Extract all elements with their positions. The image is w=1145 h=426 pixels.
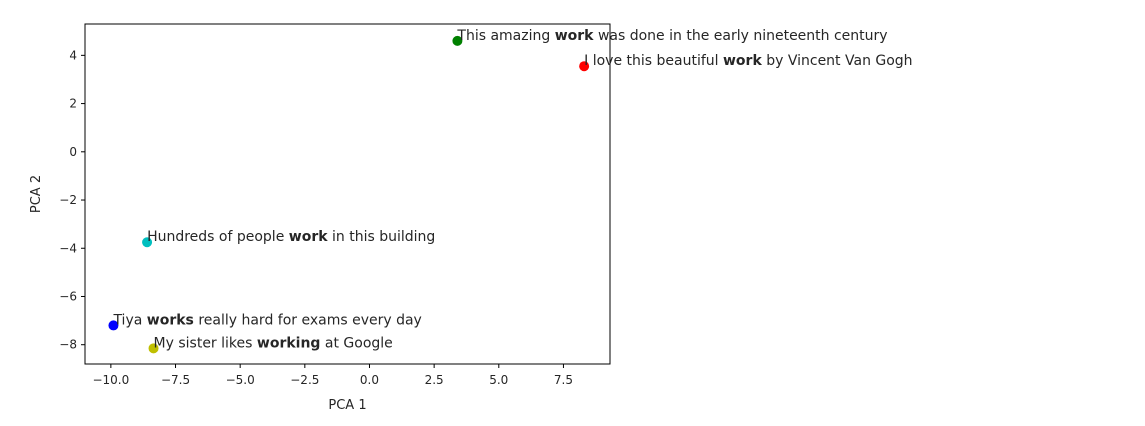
annotation-keyword: work: [555, 28, 594, 44]
chart-marks: [108, 35, 590, 354]
x-axis: −10.0 −7.5 −5.0 −2.5 0.0 2.5 5.0 7.5: [92, 364, 573, 387]
annotation-text: in this building: [328, 229, 436, 245]
y-tick-label: 0: [69, 145, 77, 159]
annotation-text: by Vincent Van Gogh: [762, 53, 913, 69]
x-tick-label: −2.5: [290, 373, 319, 387]
y-axis: 4 2 0 −2 −4 −6 −8: [59, 48, 85, 352]
annotation-text: really hard for exams every day: [194, 312, 422, 328]
point-annotation: Hundreds of people work in this building: [147, 229, 435, 245]
annotation-keyword: working: [257, 335, 321, 351]
point-annotation: My sister likes working at Google: [154, 335, 393, 351]
x-axis-label: PCA 1: [328, 398, 366, 413]
annotation-keyword: work: [723, 53, 762, 69]
point-annotations: This amazing work was done in the early …: [112, 28, 912, 351]
x-tick-label: 0.0: [360, 373, 379, 387]
y-tick-label: 2: [69, 97, 77, 111]
x-tick-label: 2.5: [425, 373, 444, 387]
annotation-text: This amazing: [456, 28, 554, 44]
annotation-keyword: work: [289, 229, 328, 245]
annotation-text: Hundreds of people: [147, 229, 289, 245]
data-point: [579, 61, 590, 72]
annotation-keyword: works: [147, 312, 194, 328]
annotation-text: was done in the early nineteenth century: [594, 28, 888, 44]
annotation-text: at Google: [320, 335, 392, 351]
data-point: [148, 343, 159, 354]
x-tick-label: 5.0: [489, 373, 508, 387]
x-tick-label: 7.5: [554, 373, 573, 387]
data-point: [108, 320, 119, 331]
point-annotation: This amazing work was done in the early …: [456, 28, 887, 44]
x-tick-label: −10.0: [92, 373, 129, 387]
y-tick-label: −8: [59, 338, 77, 352]
x-tick-label: −7.5: [161, 373, 190, 387]
y-tick-label: −4: [59, 241, 77, 255]
point-annotation: Tiya works really hard for exams every d…: [112, 312, 421, 328]
y-axis-label: PCA 2: [29, 175, 44, 213]
annotation-text: I love this beautiful: [584, 53, 723, 69]
point-annotation: I love this beautiful work by Vincent Va…: [584, 53, 912, 69]
y-tick-label: 4: [69, 48, 77, 62]
y-tick-label: −2: [59, 193, 77, 207]
axes-frame: [84, 23, 611, 365]
y-tick-label: −6: [59, 289, 77, 303]
annotation-text: Tiya: [112, 312, 146, 328]
annotation-text: My sister likes: [154, 335, 257, 351]
data-point: [142, 237, 153, 248]
x-tick-label: −5.0: [226, 373, 255, 387]
data-point: [452, 35, 463, 46]
